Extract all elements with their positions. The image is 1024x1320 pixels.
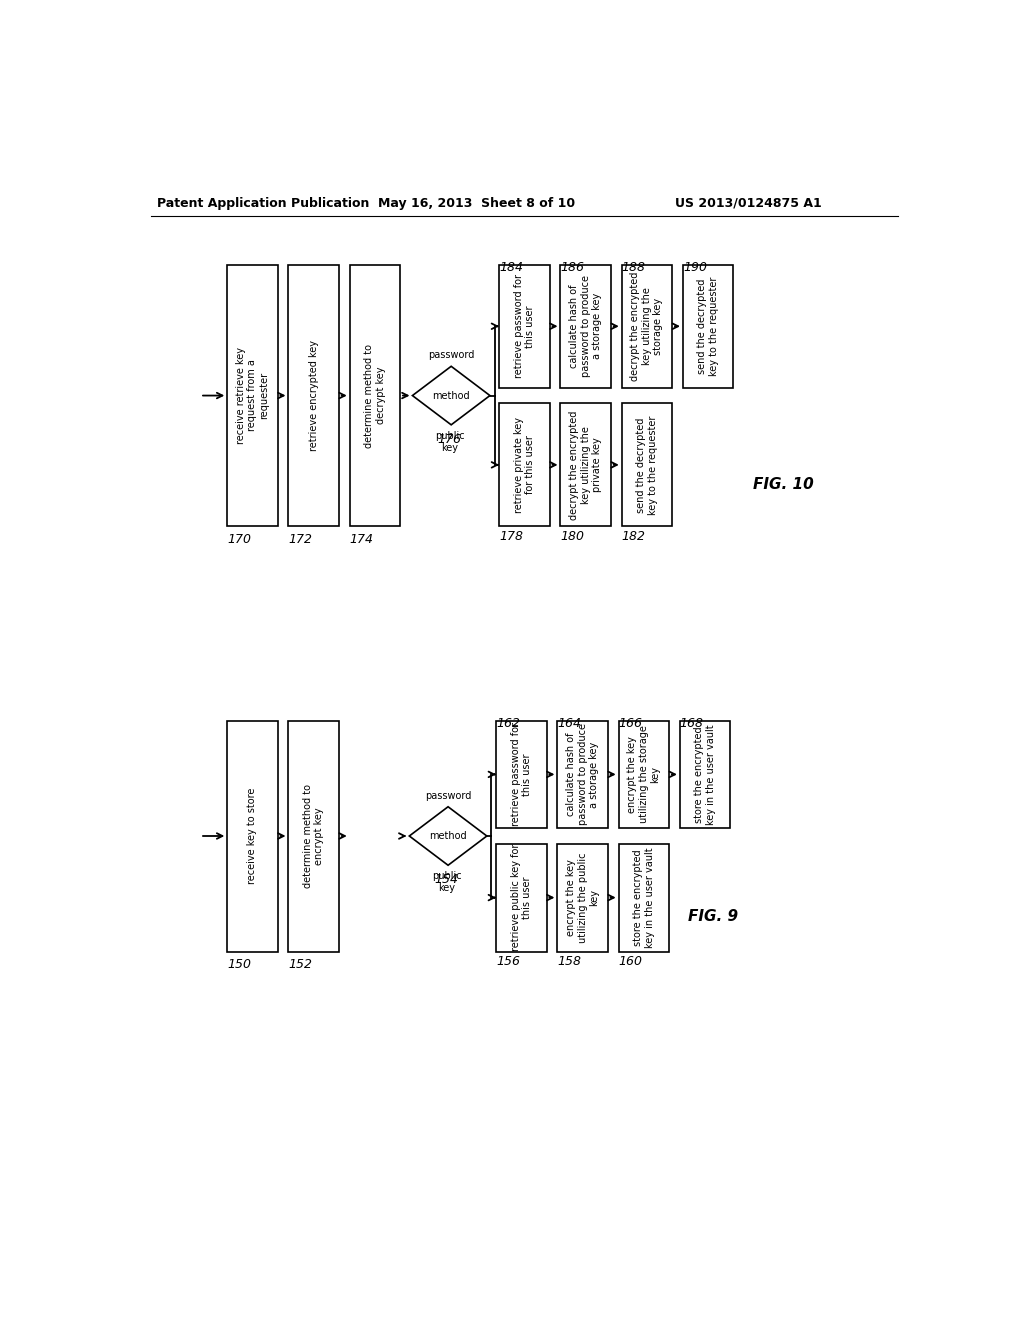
Bar [560,404,611,527]
Text: 176: 176 [437,433,461,446]
Bar [227,721,278,952]
Polygon shape [410,807,486,866]
Text: 184: 184 [500,261,523,273]
Text: password: password [428,350,474,360]
Text: 170: 170 [227,533,251,545]
Text: 164: 164 [557,717,582,730]
Text: encrypt the key
utilizing the public
key: encrypt the key utilizing the public key [566,853,599,942]
Bar [683,264,733,388]
Text: 190: 190 [683,261,707,273]
Text: retrieve encrypted key: retrieve encrypted key [308,341,318,451]
Bar [500,264,550,388]
Text: receive retrieve key
request from a
requester: receive retrieve key request from a requ… [236,347,269,444]
Text: retrieve private key
for this user: retrieve private key for this user [514,417,536,513]
Text: method: method [432,391,470,400]
Text: 162: 162 [496,717,520,730]
Text: 178: 178 [500,531,523,544]
Bar [680,721,730,829]
Bar [557,843,607,952]
Text: determine method to
decrypt key: determine method to decrypt key [365,343,386,447]
Bar [618,843,669,952]
Text: decrypt the encrypted
key utilizing the
private key: decrypt the encrypted key utilizing the … [569,411,602,520]
Text: 150: 150 [227,958,251,970]
Text: 188: 188 [622,261,646,273]
Text: 152: 152 [289,958,312,970]
Bar [289,721,339,952]
Text: 182: 182 [622,531,646,544]
Bar [622,404,672,527]
Text: public
key: public key [435,430,465,453]
Text: 186: 186 [560,261,585,273]
Text: retrieve password for
this user: retrieve password for this user [514,275,536,379]
Text: FIG. 9: FIG. 9 [688,909,738,924]
Text: FIG. 10: FIG. 10 [753,477,813,491]
Text: method: method [429,832,467,841]
Bar [227,264,278,527]
Text: US 2013/0124875 A1: US 2013/0124875 A1 [675,197,821,210]
Text: 168: 168 [680,717,703,730]
Text: 154: 154 [434,873,458,886]
Polygon shape [413,367,489,425]
Bar [496,721,547,829]
Text: send the decrypted
key to the requester: send the decrypted key to the requester [697,277,719,376]
Text: 158: 158 [557,956,582,969]
Text: 174: 174 [349,533,374,545]
Text: encrypt the key
utilizing the storage
key: encrypt the key utilizing the storage ke… [627,726,660,824]
Bar [289,264,339,527]
Bar [500,404,550,527]
Text: store the encrypted
key in the user vault: store the encrypted key in the user vaul… [694,725,716,825]
Text: 156: 156 [496,956,520,969]
Text: calculate hash of
password to produce
a storage key: calculate hash of password to produce a … [566,723,599,825]
Text: store the encrypted
key in the user vault: store the encrypted key in the user vaul… [633,847,654,948]
Text: 172: 172 [289,533,312,545]
Text: calculate hash of
password to produce
a storage key: calculate hash of password to produce a … [569,276,602,378]
Text: retrieve public key for
this user: retrieve public key for this user [511,843,532,952]
Text: send the decrypted
key to the requester: send the decrypted key to the requester [636,416,657,515]
Bar [622,264,672,388]
Text: password: password [425,791,471,800]
Text: 180: 180 [560,531,585,544]
Text: Patent Application Publication: Patent Application Publication [158,197,370,210]
Text: receive key to store: receive key to store [248,788,257,884]
Bar [496,843,547,952]
Text: determine method to
encrypt key: determine method to encrypt key [303,784,325,888]
Text: 166: 166 [618,717,643,730]
Text: public
key: public key [432,871,462,894]
Bar [560,264,611,388]
Text: 160: 160 [618,956,643,969]
Text: May 16, 2013  Sheet 8 of 10: May 16, 2013 Sheet 8 of 10 [378,197,575,210]
Text: retrieve password for
this user: retrieve password for this user [511,722,532,826]
Bar [349,264,400,527]
Text: decrypt the encrypted
key utilizing the
storage key: decrypt the encrypted key utilizing the … [630,272,664,381]
Bar [618,721,669,829]
Bar [557,721,607,829]
